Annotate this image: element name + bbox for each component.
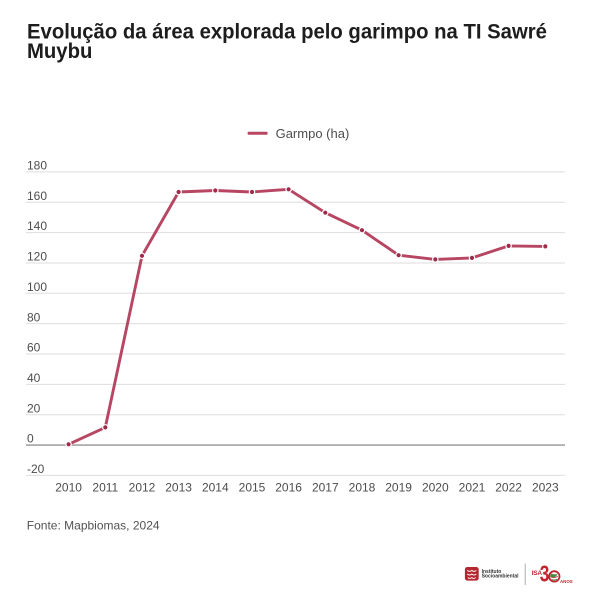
- svg-text:180: 180: [27, 159, 47, 173]
- svg-text:60: 60: [27, 341, 41, 355]
- svg-text:Instituto: Instituto: [482, 569, 502, 575]
- svg-text:2019: 2019: [385, 480, 412, 494]
- svg-text:2023: 2023: [532, 480, 559, 494]
- svg-text:2010: 2010: [55, 480, 82, 494]
- svg-text:Garmpo (ha): Garmpo (ha): [276, 126, 350, 141]
- svg-text:ISA: ISA: [532, 570, 543, 577]
- svg-text:ANOS: ANOS: [560, 579, 573, 584]
- svg-text:Muybu: Muybu: [27, 40, 92, 64]
- svg-text:Evolução da área explorada pel: Evolução da área explorada pelo garimpo …: [27, 20, 547, 44]
- svg-text:20: 20: [27, 401, 41, 415]
- svg-text:2021: 2021: [459, 480, 486, 494]
- svg-text:3: 3: [540, 562, 550, 587]
- svg-text:-20: -20: [27, 462, 45, 476]
- svg-text:40: 40: [27, 371, 41, 385]
- svg-text:Fonte: Mapbiomas, 2024: Fonte: Mapbiomas, 2024: [27, 519, 160, 533]
- svg-text:2015: 2015: [239, 480, 266, 494]
- svg-text:2014: 2014: [202, 480, 229, 494]
- svg-text:Socioambiental: Socioambiental: [482, 574, 520, 580]
- svg-text:2017: 2017: [312, 480, 339, 494]
- svg-text:2013: 2013: [165, 480, 192, 494]
- svg-text:0: 0: [27, 432, 34, 446]
- svg-text:2020: 2020: [422, 480, 449, 494]
- svg-text:2012: 2012: [129, 480, 156, 494]
- svg-text:120: 120: [27, 250, 47, 264]
- svg-text:160: 160: [27, 189, 47, 203]
- svg-text:2011: 2011: [92, 480, 118, 494]
- svg-text:100: 100: [27, 280, 47, 294]
- svg-text:2016: 2016: [275, 480, 302, 494]
- svg-text:140: 140: [27, 219, 47, 233]
- svg-text:2018: 2018: [349, 480, 376, 494]
- svg-text:2022: 2022: [495, 480, 522, 494]
- svg-text:80: 80: [27, 310, 41, 324]
